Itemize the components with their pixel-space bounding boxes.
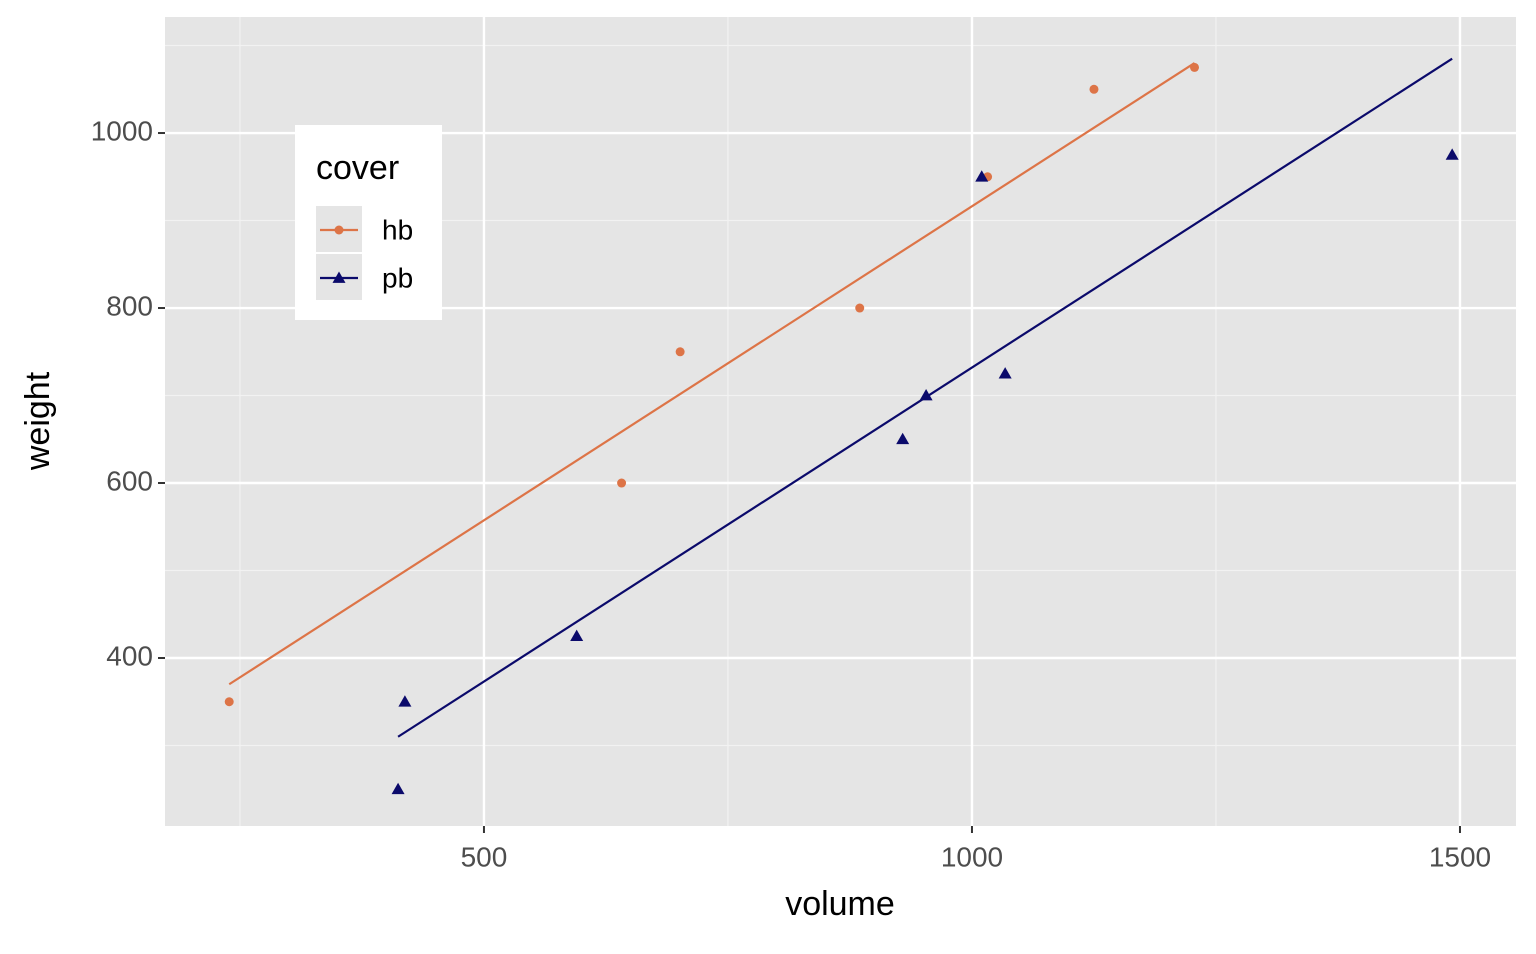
y-axis-title: weight (19, 371, 57, 471)
data-point (975, 170, 989, 182)
data-point (224, 697, 234, 707)
data-point (1089, 84, 1099, 94)
data-point (998, 367, 1012, 379)
y-tick-label: 400 (106, 640, 153, 671)
legend-key-point (334, 225, 344, 235)
legend-label: pb (382, 262, 413, 293)
data-point (675, 347, 685, 357)
data-point (896, 432, 910, 445)
data-point (919, 389, 933, 401)
x-axis-title: volume (785, 885, 895, 923)
data-point (1190, 62, 1200, 72)
y-tick-label: 1000 (91, 115, 153, 146)
legend: cover hb pb (295, 125, 442, 320)
data-point (1445, 148, 1459, 160)
data-point (855, 303, 865, 313)
y-tick-label: 800 (106, 290, 153, 321)
legend-label: hb (382, 214, 413, 245)
fit-line (228, 62, 1196, 686)
data-point (617, 478, 627, 488)
data-point (391, 782, 405, 795)
legend-title: cover (316, 149, 399, 187)
x-tick-label: 500 (461, 841, 508, 872)
data-point (570, 629, 584, 642)
legend-key-point (332, 271, 346, 283)
data-point (398, 695, 412, 707)
x-tick-label: 1500 (1429, 841, 1491, 872)
y-tick-label: 600 (106, 465, 153, 496)
x-tick-label: 1000 (941, 841, 1003, 872)
